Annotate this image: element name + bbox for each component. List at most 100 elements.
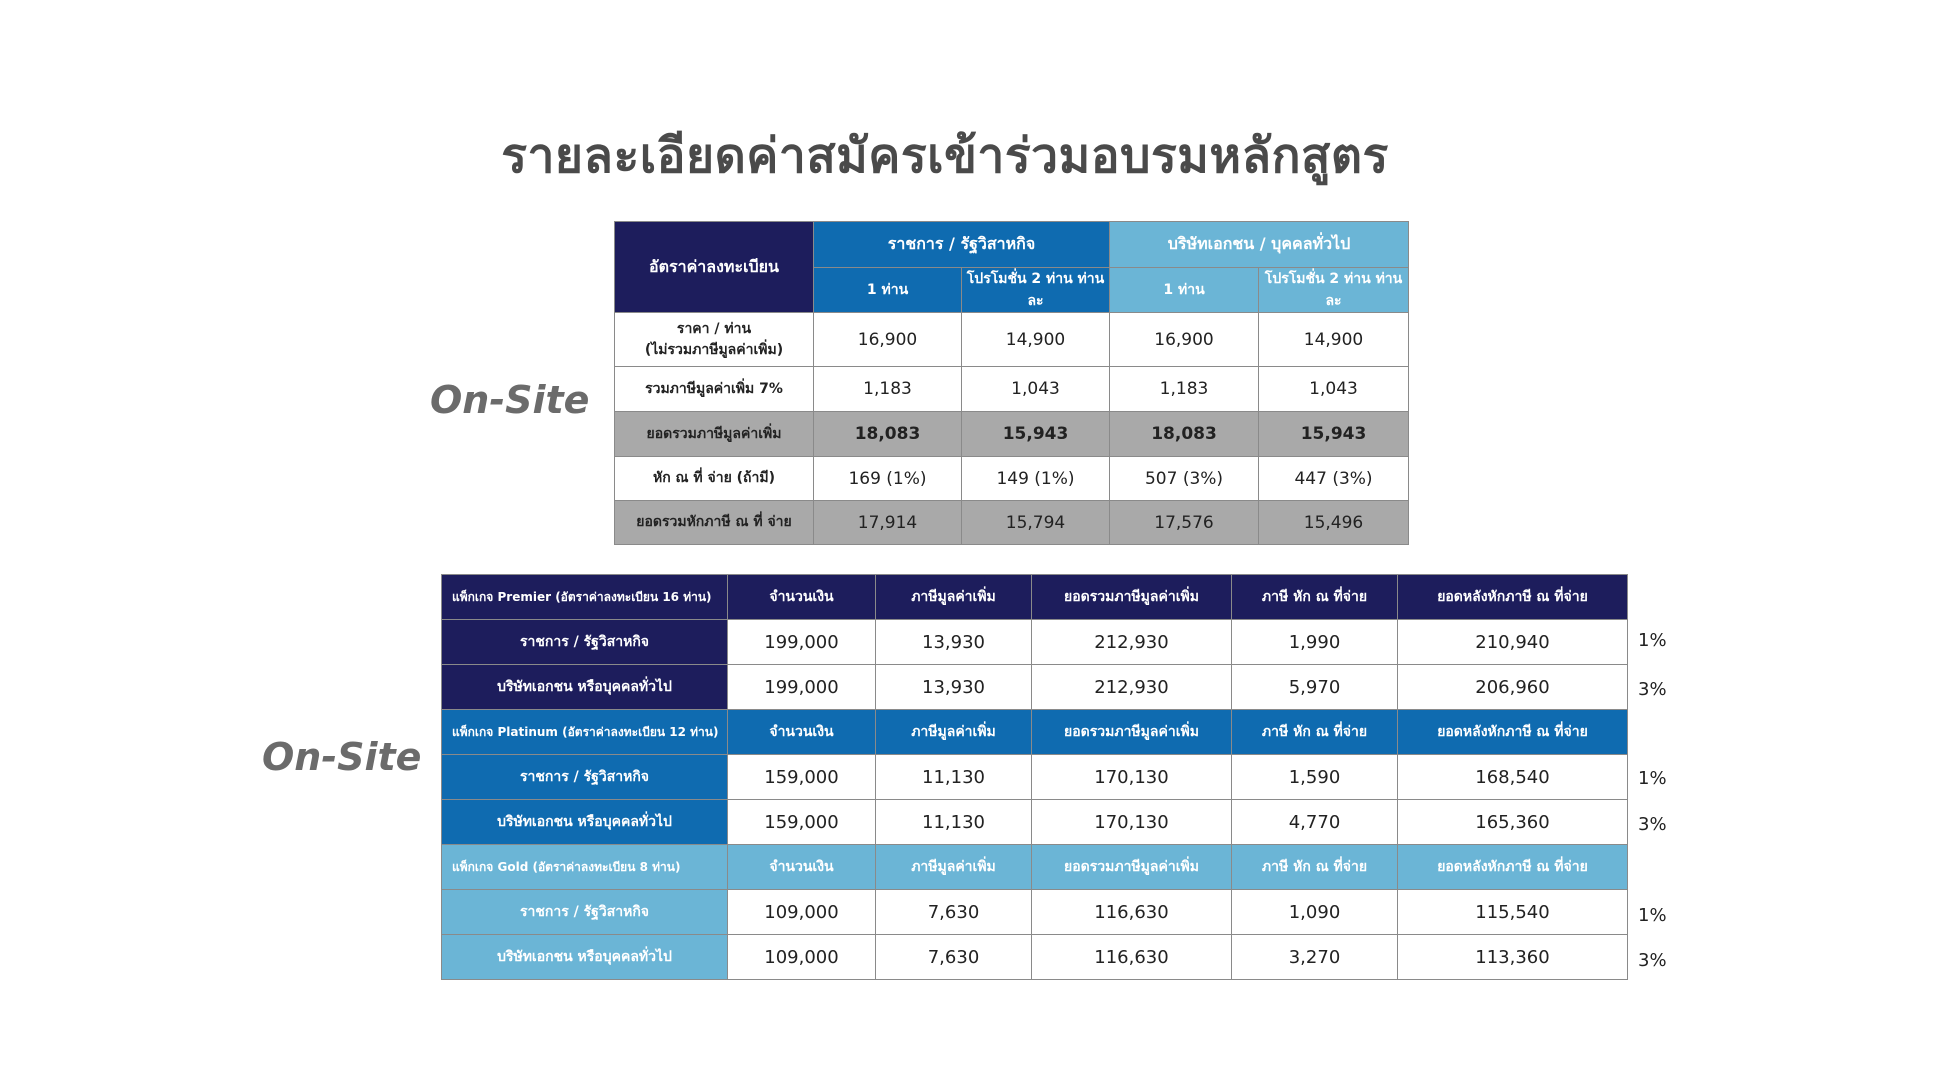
table-cell: 15,943 [960,411,1111,457]
rate-annotation: 3% [1638,814,1667,835]
row-label: บริษัทเอกชน หรือบุคคลทั่วไป [441,934,728,980]
sub-header: โปรโมชั่น 2 ท่าน ท่านละ [960,267,1111,313]
row-label: ยอดรวมหักภาษี ณ ที่ จ่าย [614,500,814,545]
table-cell: 18,083 [1109,411,1260,457]
corner-header: อัตราค่าลงทะเบียน [614,221,814,313]
table-row: บริษัทเอกชน หรือบุคคลทั่วไป 199,000 13,9… [441,664,1628,710]
table-cell: 4,770 [1231,799,1398,845]
package-name: แพ็กเกจ Platinum (อัตราค่าลงทะเบียน 12 ท… [441,709,728,755]
rate-annotation: 1% [1638,905,1667,926]
row-label: รวมภาษีมูลค่าเพิ่ม 7% [614,366,814,412]
column-header: ยอดรวมภาษีมูลค่าเพิ่ม [1031,844,1232,890]
table-row: ราชการ / รัฐวิสาหกิจ 199,000 13,930 212,… [441,619,1628,665]
table-row: ราชการ / รัฐวิสาหกิจ 159,000 11,130 170,… [441,754,1628,800]
table-cell: 116,630 [1031,889,1232,935]
column-header: ยอดรวมภาษีมูลค่าเพิ่ม [1031,574,1232,620]
column-header: จำนวนเงิน [727,844,876,890]
onsite-label-top: On-Site [430,378,590,422]
table-row: บริษัทเอกชน หรือบุคคลทั่วไป 159,000 11,1… [441,799,1628,845]
table-cell: 16,900 [1109,312,1260,367]
table-cell: 507 (3%) [1109,456,1260,501]
table-cell: 1,590 [1231,754,1398,800]
row-label: ราชการ / รัฐวิสาหกิจ [441,754,728,800]
table-cell: 170,130 [1031,799,1232,845]
table-row: บริษัทเอกชน หรือบุคคลทั่วไป 109,000 7,63… [441,934,1628,980]
table-cell: 169 (1%) [813,456,962,501]
table-cell: 116,630 [1031,934,1232,980]
package-name: แพ็กเกจ Premier (อัตราค่าลงทะเบียน 16 ท่… [441,574,728,620]
row-label: หัก ณ ที่ จ่าย (ถ้ามี) [614,456,814,501]
table-cell: 206,960 [1397,664,1628,710]
group-header-private: บริษัทเอกชน / บุคคลทั่วไป [1109,221,1410,268]
table-cell: 1,043 [960,366,1111,412]
table-cell: 170,130 [1031,754,1232,800]
table-cell: 5,970 [1231,664,1398,710]
table-row: ราคา / ท่าน (ไม่รวมภาษีมูลค่าเพิ่ม) 16,9… [614,312,1410,367]
row-label: ราชการ / รัฐวิสาหกิจ [441,619,728,665]
table-cell: 159,000 [727,799,876,845]
row-label: บริษัทเอกชน หรือบุคคลทั่วไป [441,664,728,710]
column-header: ยอดรวมภาษีมูลค่าเพิ่ม [1031,709,1232,755]
package-name: แพ็กเกจ Gold (อัตราค่าลงทะเบียน 8 ท่าน) [441,844,728,890]
row-label: ราคา / ท่าน (ไม่รวมภาษีมูลค่าเพิ่ม) [614,312,814,367]
group-header-government: ราชการ / รัฐวิสาหกิจ [812,221,1111,268]
table-cell: 17,914 [813,500,962,545]
table-cell: 17,576 [1109,500,1260,545]
table-cell: 165,360 [1397,799,1628,845]
table-cell: 210,940 [1397,619,1628,665]
column-header: ภาษีมูลค่าเพิ่ม [875,844,1032,890]
column-header: ภาษี หัก ณ ที่จ่าย [1231,709,1398,755]
table-row: ยอดรวมภาษีมูลค่าเพิ่ม 18,083 15,943 18,0… [614,411,1410,457]
table-cell: 1,043 [1258,366,1410,412]
rate-annotation: 1% [1638,768,1667,789]
column-header: ภาษีมูลค่าเพิ่ม [875,574,1032,620]
column-header: ยอดหลังหักภาษี ณ ที่จ่าย [1397,574,1628,620]
rate-annotation: 1% [1638,630,1667,651]
table-cell: 199,000 [727,619,876,665]
table-cell: 13,930 [875,619,1032,665]
table-row: ยอดรวมหักภาษี ณ ที่ จ่าย 17,914 15,794 1… [614,500,1410,545]
package-header-row: แพ็กเกจ Platinum (อัตราค่าลงทะเบียน 12 ท… [441,709,1628,755]
table-cell: 1,183 [813,366,962,412]
table-cell: 113,360 [1397,934,1628,980]
table-cell: 1,090 [1231,889,1398,935]
column-header: ยอดหลังหักภาษี ณ ที่จ่าย [1397,844,1628,890]
row-label: ยอดรวมภาษีมูลค่าเพิ่ม [614,411,814,457]
column-header: จำนวนเงิน [727,709,876,755]
table-cell: 11,130 [875,754,1032,800]
row-label-line: ราคา / ท่าน [676,321,752,338]
sub-header: โปรโมชั่น 2 ท่าน ท่านละ [1258,267,1410,313]
row-label-line: (ไม่รวมภาษีมูลค่าเพิ่ม) [644,341,784,358]
table-cell: 7,630 [875,889,1032,935]
table-cell: 212,930 [1031,619,1232,665]
table-cell: 16,900 [813,312,962,367]
table-cell: 115,540 [1397,889,1628,935]
table-cell: 14,900 [1258,312,1410,367]
column-header: ภาษี หัก ณ ที่จ่าย [1231,844,1398,890]
column-header: จำนวนเงิน [727,574,876,620]
rate-annotation: 3% [1638,679,1667,700]
table-cell: 18,083 [813,411,962,457]
table-cell: 168,540 [1397,754,1628,800]
package-fee-table: แพ็กเกจ Premier (อัตราค่าลงทะเบียน 16 ท่… [441,574,1628,980]
column-header: ภาษีมูลค่าเพิ่ม [875,709,1032,755]
table-cell: 199,000 [727,664,876,710]
table-cell: 15,943 [1258,411,1410,457]
table-cell: 11,130 [875,799,1032,845]
rate-annotation: 3% [1638,950,1667,971]
column-header: ภาษี หัก ณ ที่จ่าย [1231,574,1398,620]
package-header-row: แพ็กเกจ Premier (อัตราค่าลงทะเบียน 16 ท่… [441,574,1628,620]
sub-header: 1 ท่าน [813,267,962,313]
table-row: รวมภาษีมูลค่าเพิ่ม 7% 1,183 1,043 1,183 … [614,366,1410,412]
table-cell: 3,270 [1231,934,1398,980]
table-row: ราชการ / รัฐวิสาหกิจ 109,000 7,630 116,6… [441,889,1628,935]
table-cell: 159,000 [727,754,876,800]
row-label: ราชการ / รัฐวิสาหกิจ [441,889,728,935]
table-cell: 1,183 [1109,366,1260,412]
sub-header: 1 ท่าน [1109,267,1260,313]
table-cell: 13,930 [875,664,1032,710]
table-cell: 447 (3%) [1258,456,1410,501]
table-cell: 212,930 [1031,664,1232,710]
onsite-label-bottom: On-Site [262,735,422,779]
row-label: บริษัทเอกชน หรือบุคคลทั่วไป [441,799,728,845]
